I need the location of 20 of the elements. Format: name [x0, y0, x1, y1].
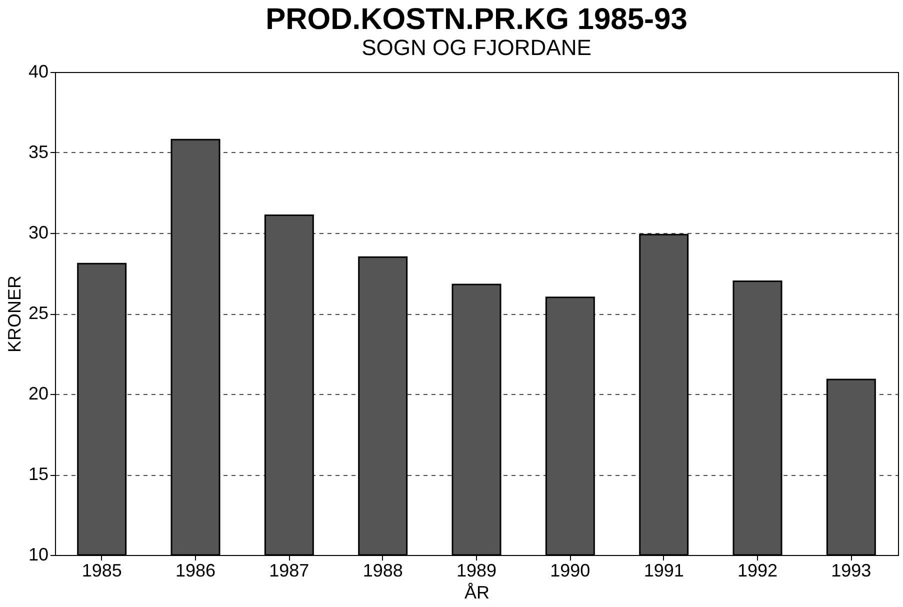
x-tick-label: 1986	[175, 560, 216, 580]
x-tick-label: 1988	[362, 560, 403, 580]
x-tick-label: 1987	[269, 560, 310, 580]
x-tick-label: 1985	[82, 560, 122, 580]
x-tick-label: 1992	[737, 560, 778, 580]
y-tick-label: 10	[28, 544, 48, 564]
x-tick-label: 1989	[456, 560, 497, 580]
y-tick-label: 20	[28, 384, 48, 404]
chart-title: PROD.KOSTN.PR.KG 1985-93	[266, 3, 688, 36]
y-tick-label: 25	[28, 303, 48, 323]
y-tick-label: 30	[28, 222, 48, 242]
x-tick-label: 1993	[831, 560, 872, 580]
y-tick-label: 40	[28, 62, 48, 82]
y-tick-label: 35	[28, 142, 48, 162]
x-axis-title: ÅR	[464, 582, 490, 602]
y-tick-label: 15	[28, 464, 48, 484]
chart-subtitle: SOGN OG FJORDANE	[362, 35, 592, 60]
x-tick-label: 1991	[644, 560, 684, 580]
x-tick-label: 1990	[550, 560, 590, 580]
y-axis-title: KRONER	[4, 275, 24, 353]
